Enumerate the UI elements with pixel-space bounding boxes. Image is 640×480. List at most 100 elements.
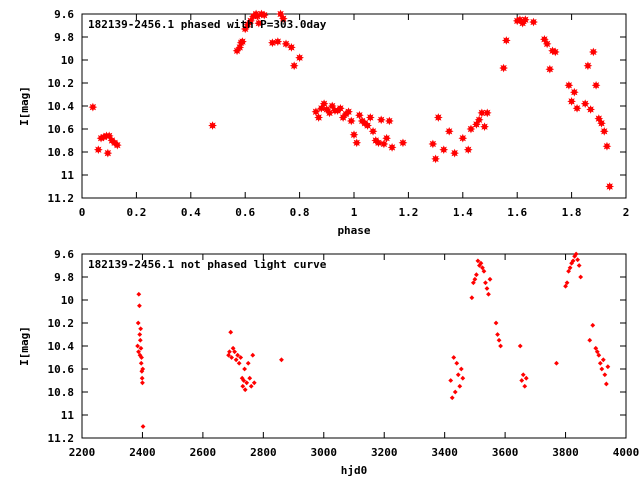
data-point [88,102,98,112]
data-point [475,258,481,264]
x-tick-label: 3200 [371,446,398,459]
chart-title: 182139-2456.1 phased with P=303.0day [88,18,327,31]
y-tick-label: 11.2 [48,192,75,205]
x-tick-label: 2200 [69,446,96,459]
data-point [352,138,362,148]
data-point [550,47,560,57]
y-axis-ticks: 9.6 9.8 10 10.2 10.4 10.6 10.8 11 11.2 [48,248,626,445]
data-point [208,121,217,130]
data-point [135,343,141,349]
data-point [287,42,296,52]
y-tick-label: 11 [61,169,75,182]
data-point [376,115,386,125]
data-point [481,268,487,274]
data-point [477,108,487,118]
x-tick-label: 3600 [492,446,519,459]
data-point [588,47,598,57]
data-point [486,291,491,297]
data-point [431,154,440,164]
data-point [349,130,359,140]
data-point [460,375,466,381]
y-axis-ticks: 9.6 9.8 10 10.2 10.4 10.6 10.8 11 11.2 [48,8,626,205]
data-point [247,375,253,381]
data-point [586,105,596,114]
data-point [529,17,538,27]
data-point [480,122,489,132]
data-point [137,303,142,309]
data-point [540,34,549,44]
data-point [236,360,242,366]
y-tick-label: 10.2 [48,77,75,90]
y-axis-label: I[mag] [18,326,31,366]
data-point [246,16,256,26]
data-point [276,9,285,19]
data-points [88,9,615,191]
x-tick-label: 1.8 [562,206,582,219]
y-tick-label: 10.4 [48,340,75,353]
data-point [472,276,478,282]
data-point [451,355,457,360]
x-tick-label: 0.8 [290,206,310,219]
data-point [570,258,576,264]
data-point [135,320,141,326]
data-point [93,145,103,155]
data-point [580,99,590,109]
data-point [238,355,244,360]
data-point [295,53,304,63]
data-point [564,280,570,286]
data-point [374,138,383,148]
data-point [545,64,555,74]
data-point [279,357,284,363]
data-point [523,375,529,381]
data-point [254,18,264,28]
data-point [363,121,372,130]
data-point [522,383,528,389]
y-tick-label: 9.8 [54,271,74,284]
data-point [238,37,247,46]
y-tick-label: 11 [61,409,75,422]
data-point [554,360,559,366]
x-tick-label: 4000 [613,446,640,459]
data-point [245,360,251,366]
data-point [493,320,499,326]
data-point [138,326,144,332]
y-tick-label: 10.6 [48,363,75,376]
data-point [458,366,464,372]
data-point [449,395,455,401]
data-point [578,274,584,280]
data-point [103,148,113,158]
data-point [520,372,526,378]
x-tick-label: 0.4 [181,206,201,219]
x-tick-label: 0.2 [126,206,146,219]
y-tick-label: 11.2 [48,432,75,445]
data-point [433,113,443,122]
x-tick-label: 1.6 [507,206,527,219]
x-tick-label: 2800 [250,446,277,459]
data-point [278,14,288,23]
data-point [444,126,454,136]
data-point [382,133,392,143]
data-point [575,257,581,263]
y-tick-label: 10 [61,294,74,307]
data-point [240,383,246,389]
x-tick-label: 3400 [431,446,458,459]
data-point [139,355,144,360]
data-point [466,124,476,134]
data-point [450,148,460,158]
data-point [587,337,593,343]
data-point [311,107,321,117]
data-point [593,345,599,351]
data-point [448,378,454,383]
data-point [137,332,143,337]
data-point [344,107,353,117]
x-axis-ticks: 2200 2400 2600 2800 3000 3200 3400 3600 3800 4000 [69,254,640,459]
data-point [603,381,609,387]
x-axis-label: phase [337,224,370,237]
data-point [567,97,576,106]
data-point [242,366,247,372]
data-point [242,387,248,393]
data-point [477,263,482,268]
x-tick-label: 1 [351,206,358,219]
